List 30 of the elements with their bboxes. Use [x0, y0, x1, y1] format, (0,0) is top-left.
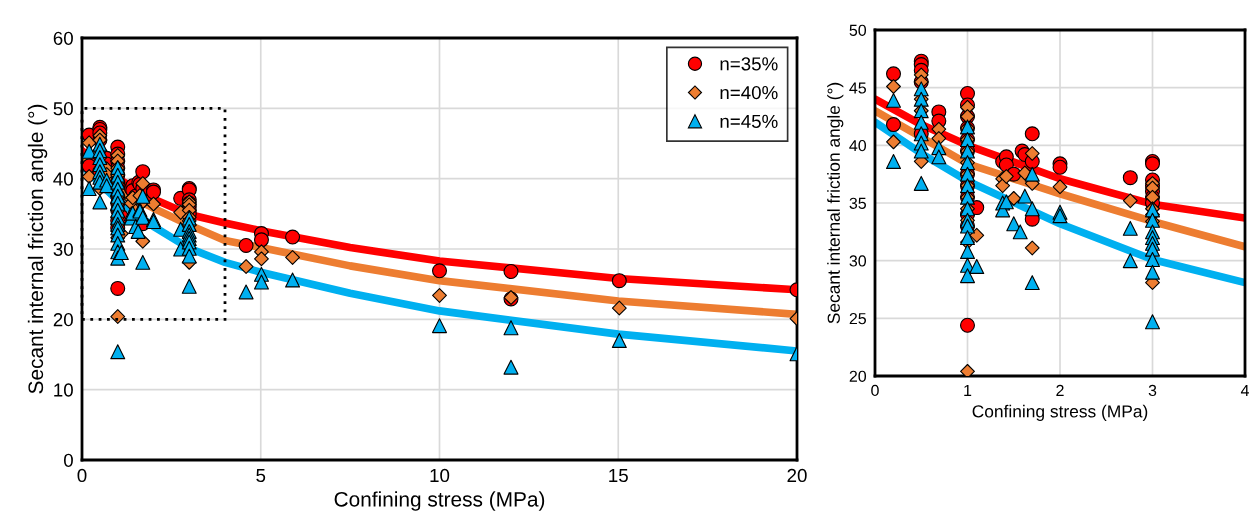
- x-tick-label: 1: [964, 384, 972, 396]
- y-tick-label: 60: [53, 31, 73, 45]
- x-axis-title: Confining stress (MPa): [972, 404, 1148, 421]
- y-tick-label: 50: [53, 102, 73, 116]
- y-tick-label: 50: [849, 24, 867, 36]
- y-tick-label: 0: [63, 453, 73, 467]
- x-tick-label: 5: [256, 469, 266, 483]
- y-axis-title: Secant internal friction angle (°): [27, 104, 48, 394]
- x-tick-label: 3: [1148, 384, 1157, 397]
- x-tick-label: 10: [430, 468, 450, 483]
- x-tick-label: 4: [1240, 384, 1249, 396]
- x-tick-label: 20: [787, 468, 807, 483]
- x-tick-label: 15: [609, 469, 628, 483]
- legend-label: n=35%: [720, 57, 778, 71]
- y-tick-label: 40: [53, 172, 73, 186]
- y-axis-title: Secant internal friction angle (°): [827, 82, 844, 324]
- x-axis-title: Confining stress (MPa): [334, 491, 545, 511]
- y-tick-label: 30: [849, 255, 867, 267]
- y-tick-label: 45: [849, 82, 866, 94]
- legend-label: n=45%: [720, 114, 778, 128]
- legend-label: n=40%: [720, 85, 778, 100]
- y-tick-label: 25: [849, 312, 866, 325]
- y-tick-label: 20: [53, 313, 73, 327]
- y-tick-label: 30: [53, 242, 73, 256]
- x-tick-label: 0: [77, 468, 87, 483]
- y-tick-label: 35: [849, 197, 866, 209]
- x-tick-label: 0: [871, 384, 879, 397]
- y-tick-label: 20: [849, 370, 867, 382]
- x-tick-label: 2: [1056, 384, 1064, 396]
- y-tick-label: 40: [849, 139, 867, 152]
